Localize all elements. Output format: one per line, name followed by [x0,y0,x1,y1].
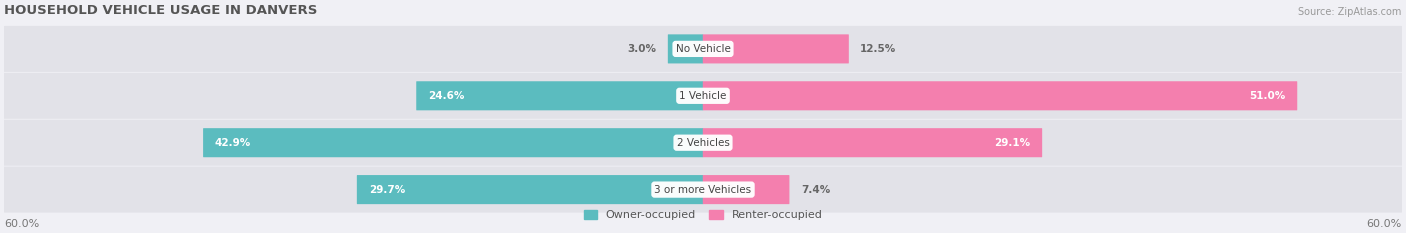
FancyBboxPatch shape [416,81,703,110]
FancyBboxPatch shape [202,128,703,157]
Text: HOUSEHOLD VEHICLE USAGE IN DANVERS: HOUSEHOLD VEHICLE USAGE IN DANVERS [4,4,318,17]
FancyBboxPatch shape [703,128,1042,157]
FancyBboxPatch shape [703,34,849,63]
FancyBboxPatch shape [703,81,1298,110]
Text: 3 or more Vehicles: 3 or more Vehicles [654,185,752,195]
FancyBboxPatch shape [4,120,1402,166]
Text: 12.5%: 12.5% [860,44,897,54]
FancyBboxPatch shape [357,175,703,204]
FancyBboxPatch shape [668,34,703,63]
Text: Source: ZipAtlas.com: Source: ZipAtlas.com [1299,7,1402,17]
Text: 2 Vehicles: 2 Vehicles [676,138,730,148]
FancyBboxPatch shape [4,73,1402,119]
Text: 7.4%: 7.4% [801,185,830,195]
Text: 29.7%: 29.7% [368,185,405,195]
FancyBboxPatch shape [4,167,1402,212]
Legend: Owner-occupied, Renter-occupied: Owner-occupied, Renter-occupied [579,205,827,225]
Text: 60.0%: 60.0% [4,219,39,229]
Text: 24.6%: 24.6% [427,91,464,101]
Text: 51.0%: 51.0% [1249,91,1285,101]
Text: 60.0%: 60.0% [1367,219,1402,229]
Text: 42.9%: 42.9% [215,138,252,148]
Text: 3.0%: 3.0% [627,44,657,54]
Text: No Vehicle: No Vehicle [675,44,731,54]
Text: 1 Vehicle: 1 Vehicle [679,91,727,101]
FancyBboxPatch shape [4,26,1402,72]
FancyBboxPatch shape [703,175,789,204]
Text: 29.1%: 29.1% [994,138,1031,148]
